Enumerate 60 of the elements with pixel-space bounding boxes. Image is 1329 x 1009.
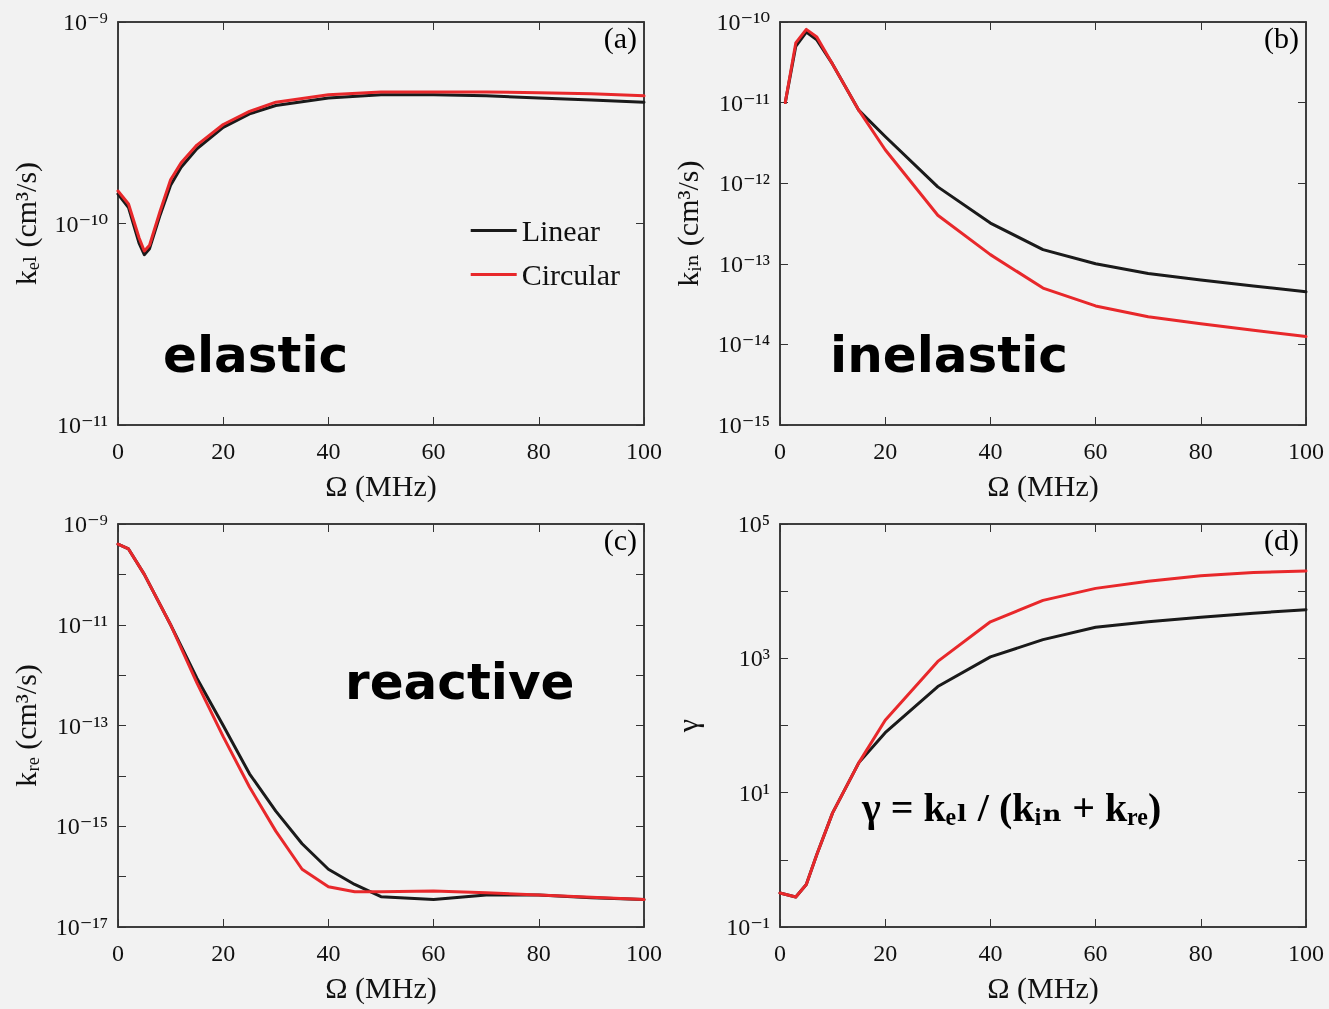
x-axis-title: Ω (MHz): [325, 970, 437, 1005]
x-tick-label: 60: [1083, 940, 1108, 966]
y-tick-label: 10⁻¹¹: [56, 611, 108, 638]
annotation: reactive: [345, 653, 575, 711]
annotation: (d): [1264, 522, 1299, 557]
x-tick-label: 20: [873, 940, 898, 966]
y-tick-label: 10⁻¹⁷: [55, 914, 108, 940]
x-tick-label: 60: [1083, 438, 1108, 464]
annotation: (c): [603, 522, 637, 557]
y-tick-label: 10⁻¹⁵: [717, 412, 770, 438]
y-tick-label: 10⁻¹³: [56, 712, 108, 739]
x-tick-label: 80: [526, 438, 551, 464]
y-tick-label: 10⁻¹¹: [718, 89, 770, 116]
x-tick-label: 20: [211, 940, 236, 966]
y-axis-title: kₑₗ (cm³/s): [8, 161, 43, 286]
y-axis-title: γ: [670, 718, 704, 734]
x-tick-label: 100: [626, 438, 662, 464]
x-tick-label: 60: [421, 438, 446, 464]
y-tick-label: 10⁻¹: [726, 914, 770, 940]
y-tick-label: 10⁻¹⁰: [716, 9, 770, 35]
x-tick-label: 80: [1188, 940, 1213, 966]
legend-label: Linear: [521, 214, 600, 247]
y-tick-label: 10³: [738, 645, 770, 672]
x-axis-title: Ω (MHz): [987, 468, 1099, 503]
x-tick-label: 40: [316, 438, 341, 464]
annotation: (b): [1264, 20, 1299, 55]
y-tick-label: 10⁻¹⁵: [55, 813, 108, 840]
y-tick-label: 10⁵: [737, 511, 770, 537]
y-tick-label: 10⁻¹¹: [56, 412, 108, 438]
x-axis-title: Ω (MHz): [987, 970, 1099, 1005]
x-tick-label: 100: [1288, 438, 1324, 464]
y-tick-label: 10⁻¹⁰: [54, 210, 108, 237]
annotation: inelastic: [830, 326, 1068, 384]
y-axis-title: kᵢₙ (cm³/s): [670, 160, 705, 287]
x-tick-label: 0: [112, 940, 124, 966]
x-tick-label: 20: [211, 438, 236, 464]
legend-label: Circular: [521, 258, 621, 291]
y-tick-label: 10⁻¹⁴: [717, 331, 770, 358]
x-tick-label: 80: [526, 940, 551, 966]
annotation: γ = kₑₗ / (kᵢₙ + kᵣₑ): [861, 784, 1162, 830]
x-tick-label: 40: [978, 940, 1003, 966]
y-tick-label: 10¹: [738, 779, 770, 806]
x-tick-label: 0: [774, 438, 786, 464]
x-tick-label: 0: [112, 438, 124, 464]
x-axis-title: Ω (MHz): [325, 468, 437, 503]
x-tick-label: 40: [978, 438, 1003, 464]
x-tick-label: 20: [873, 438, 898, 464]
y-tick-label: 10⁻¹³: [718, 250, 770, 277]
y-tick-label: 10⁻⁹: [62, 9, 108, 35]
annotation: elastic: [163, 326, 349, 384]
y-axis-title: kᵣₑ (cm³/s): [8, 664, 43, 787]
x-tick-label: 100: [1288, 940, 1324, 966]
annotation: (a): [603, 20, 637, 55]
x-tick-label: 40: [316, 940, 341, 966]
x-tick-label: 100: [626, 940, 662, 966]
x-tick-label: 80: [1188, 438, 1213, 464]
x-tick-label: 60: [421, 940, 446, 966]
x-tick-label: 0: [774, 940, 786, 966]
y-tick-label: 10⁻¹²: [718, 170, 770, 197]
y-tick-label: 10⁻⁹: [62, 511, 108, 537]
